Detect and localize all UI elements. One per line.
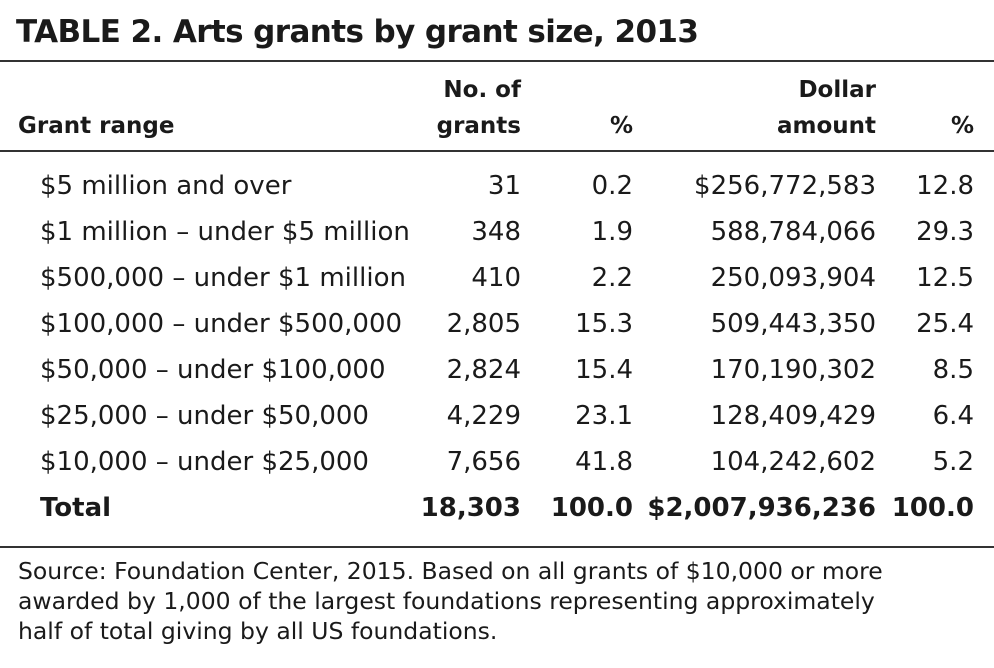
row-grants: 4,229 [446, 401, 521, 431]
row-amount-percent: 12.5 [916, 263, 974, 293]
row-amount: 509,443,350 [710, 309, 876, 339]
header-dollar-line2: amount [776, 113, 876, 139]
row-grants: 31 [487, 171, 521, 201]
row-grants: 410 [471, 263, 521, 293]
row-amount-percent: 12.8 [916, 171, 974, 201]
source-line-1: Source: Foundation Center, 2015. Based o… [18, 557, 883, 585]
total-grants: 18,303 [420, 493, 521, 523]
table-title: TABLE 2. Arts grants by grant size, 2013 [16, 14, 699, 50]
row-grants-percent: 41.8 [575, 447, 633, 477]
row-grants-percent: 15.3 [575, 309, 633, 339]
row-amount: 170,190,302 [710, 355, 876, 385]
header-no-of-grants-line2: grants [436, 113, 521, 139]
header-dollar-line1: Dollar [798, 77, 876, 103]
row-amount: $256,772,583 [694, 171, 876, 201]
row-grants: 348 [471, 217, 521, 247]
source-line-2: awarded by 1,000 of the largest foundati… [18, 587, 875, 615]
header-rule [0, 150, 994, 152]
source-line-3: half of total giving by all US foundatio… [18, 617, 498, 645]
row-amount: 128,409,429 [710, 401, 876, 431]
row-grants-percent: 1.9 [591, 217, 633, 247]
row-grants-percent: 0.2 [591, 171, 633, 201]
row-amount: 588,784,066 [710, 217, 876, 247]
row-amount-percent: 5.2 [932, 447, 974, 477]
row-range: $1 million – under $5 million [40, 217, 410, 247]
row-grants-percent: 2.2 [591, 263, 633, 293]
row-amount-percent: 8.5 [932, 355, 974, 385]
row-range: $25,000 – under $50,000 [40, 401, 369, 431]
row-grants: 2,805 [446, 309, 521, 339]
header-amount-percent: % [950, 113, 974, 139]
bottom-rule [0, 546, 994, 548]
total-label: Total [40, 493, 112, 523]
row-range: $500,000 – under $1 million [40, 263, 406, 293]
header-grants-percent: % [609, 113, 633, 139]
header-grant-range: Grant range [18, 113, 175, 139]
row-range: $100,000 – under $500,000 [40, 309, 403, 339]
row-amount: 250,093,904 [710, 263, 876, 293]
row-amount-percent: 25.4 [916, 309, 974, 339]
total-amount-percent: 100.0 [891, 493, 974, 523]
row-grants-percent: 23.1 [575, 401, 633, 431]
row-range: $50,000 – under $100,000 [40, 355, 386, 385]
row-range: $10,000 – under $25,000 [40, 447, 369, 477]
top-rule [0, 60, 994, 62]
row-range: $5 million and over [40, 171, 292, 201]
total-grants-percent: 100.0 [550, 493, 633, 523]
row-grants: 2,824 [446, 355, 521, 385]
total-amount: $2,007,936,236 [647, 493, 876, 523]
row-amount-percent: 29.3 [916, 217, 974, 247]
row-amount-percent: 6.4 [932, 401, 974, 431]
source-note: Source: Foundation Center, 2015. Based o… [18, 556, 978, 646]
row-grants-percent: 15.4 [575, 355, 633, 385]
row-grants: 7,656 [446, 447, 521, 477]
header-no-of-grants-line1: No. of [443, 77, 521, 103]
row-amount: 104,242,602 [710, 447, 876, 477]
